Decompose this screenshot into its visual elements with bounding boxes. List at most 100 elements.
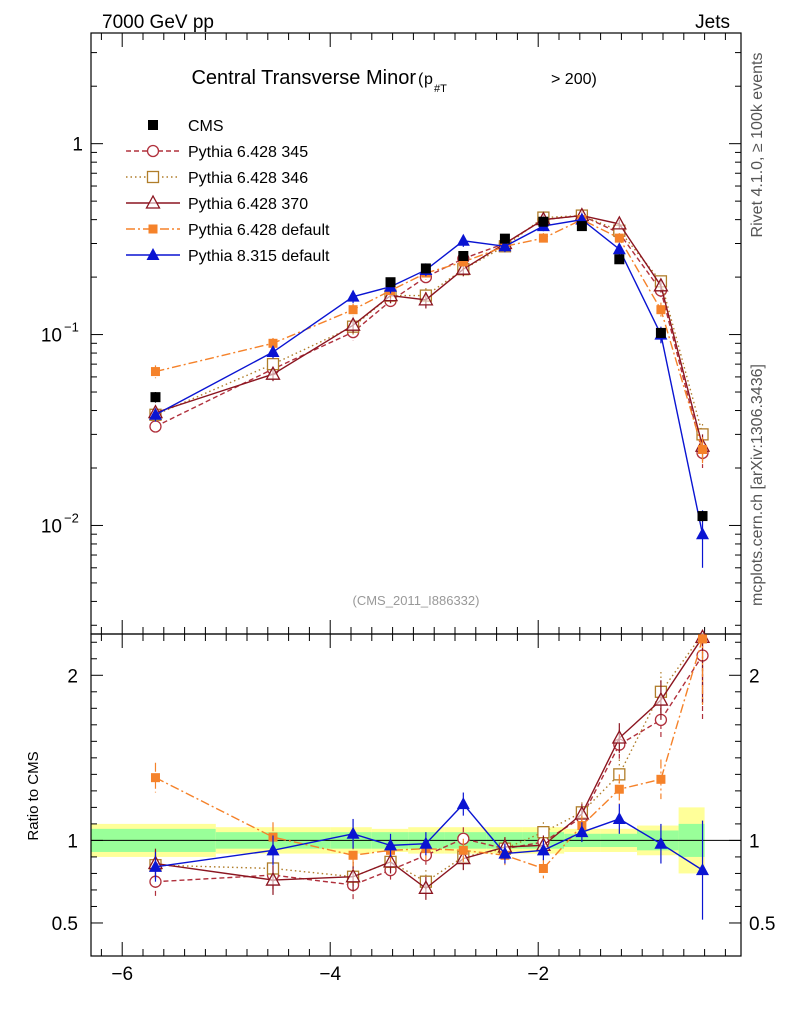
ratio-point-pythia-8-315-default — [498, 846, 512, 859]
legend-label-pythia-8-315-default: Pythia 8.315 default — [188, 248, 330, 265]
ratio-point-pythia-8-315-default — [696, 863, 710, 876]
x-tick-label: −4 — [319, 964, 341, 985]
ratio-line-pythia-6-428-default — [155, 638, 704, 870]
legend-label-pythia-6-428-370: Pythia 6.428 370 — [188, 196, 308, 213]
legend-marker-pythia-6-428-370 — [145, 194, 161, 209]
ratio-point-pythia-6-428-370 — [265, 871, 281, 886]
ratio-y-tick-label-left: 2 — [67, 666, 78, 687]
title-cut-subscript: #T — [434, 83, 447, 95]
ratio-y-tick-label-right: 1 — [749, 831, 760, 852]
ratio-point-pythia-6-428-370 — [611, 729, 627, 744]
series-point-pythia-6-428-default — [614, 233, 624, 243]
title-paren-open: ( — [418, 71, 424, 88]
x-tick-label: −6 — [111, 964, 133, 985]
cms-data-point — [655, 327, 666, 338]
ratio-point-pythia-8-315-default — [419, 836, 433, 849]
ratio-point-pythia-8-315-default — [575, 825, 589, 838]
header-group-label: Jets — [695, 12, 730, 33]
ratio-point-pythia-6-428-default — [458, 845, 468, 855]
ratio-point-pythia-8-315-default — [346, 826, 360, 839]
ratio-point-pythia-8-315-default — [266, 843, 280, 856]
series-point-pythia-6-428-345 — [149, 420, 162, 433]
series-point-pythia-6-428-default — [698, 444, 708, 454]
ratio-point-pythia-8-315-default — [536, 843, 550, 856]
cms-data-point — [150, 392, 161, 403]
series-line-pythia-6-428-345 — [155, 214, 704, 454]
chart-title: Central Transverse Minor — [191, 67, 416, 89]
ratio-point-pythia-6-428-default — [538, 863, 548, 873]
series-point-pythia-6-428-default — [656, 305, 666, 315]
ratio-point-pythia-6-428-default — [698, 634, 708, 644]
ratio-plot-frame: 0.5 0.5 1 1 2 2 −6 −4 −2 — [52, 633, 775, 985]
legend-marker-cms — [148, 120, 158, 130]
cms-data-point — [499, 233, 510, 244]
series-line-pythia-8-315-default — [155, 218, 704, 535]
ratio-point-pythia-6-428-default — [614, 784, 624, 794]
ratio-y-tick-label-left: 1 — [67, 831, 78, 852]
ratio-point-pythia-8-315-default — [456, 797, 470, 810]
cms-data-point — [385, 277, 396, 288]
x-tick-label: −2 — [527, 964, 549, 985]
main-plot-series — [147, 207, 711, 568]
title-cut-value: > 200) — [551, 71, 597, 88]
ratio-point-pythia-6-428-default — [150, 773, 160, 783]
legend-label-pythia-6-428-346: Pythia 6.428 346 — [188, 170, 308, 187]
ratio-y-tick-label-right: 2 — [749, 666, 760, 687]
title-cut-p: p — [424, 71, 433, 88]
main-y-tick-label: 1 — [72, 135, 83, 156]
series-point-pythia-8-315-default — [612, 242, 626, 255]
legend-label-cms: CMS — [188, 118, 224, 135]
ratio-point-pythia-8-315-default — [612, 811, 626, 824]
chart-title-cut: ( p #T > 200) — [418, 71, 597, 95]
legend-marker-pythia-6-428-346 — [146, 170, 160, 184]
ratio-point-pythia-6-428-default — [348, 850, 358, 860]
main-plot-frame: 110−110−2 — [41, 32, 742, 635]
series-point-pythia-6-428-default — [538, 233, 548, 243]
series-line-pythia-6-428-370 — [155, 214, 704, 447]
ratio-y-tick-label-left: 0.5 — [52, 914, 78, 935]
main-y-tick-exponent: −2 — [64, 510, 79, 525]
rivet-version-label: Rivet 4.1.0, ≥ 100k events — [749, 53, 766, 238]
cms-data-point — [576, 221, 587, 232]
series-point-pythia-6-428-370 — [265, 365, 281, 380]
cms-data-point — [420, 263, 431, 274]
source-label: mcplots.cern.ch [arXiv:1306.3436] — [749, 364, 766, 606]
ratio-line-pythia-6-428-345 — [155, 655, 704, 886]
legend-marker-pythia-8-315-default — [146, 248, 160, 260]
series-point-pythia-6-428-default — [458, 257, 468, 267]
legend-marker-pythia-6-428-345 — [146, 144, 160, 158]
cms-data-point — [697, 511, 708, 522]
series-point-pythia-6-428-370 — [653, 277, 669, 292]
main-y-tick-label: 10 — [41, 326, 62, 347]
header-collider-label: 7000 GeV pp — [102, 12, 214, 33]
analysis-watermark: (CMS_2011_I886332) — [353, 593, 480, 608]
series-point-pythia-6-428-370 — [418, 291, 434, 306]
main-y-tick-label: 10 — [41, 516, 62, 537]
ratio-plot-border — [90, 633, 742, 957]
ratio-point-pythia-6-428-370 — [653, 691, 669, 706]
ratio-line-pythia-8-315-default — [155, 803, 703, 871]
cms-data-point — [538, 216, 549, 227]
ratio-point-pythia-6-428-370 — [345, 868, 361, 883]
ratio-y-axis-label: Ratio to CMS — [25, 751, 42, 840]
ratio-plot-series — [147, 628, 711, 920]
series-point-pythia-6-428-370 — [611, 215, 627, 230]
series-point-pythia-8-315-default — [456, 233, 470, 246]
ratio-point-pythia-8-315-default — [148, 859, 162, 872]
cms-data-point — [458, 250, 469, 261]
series-point-pythia-8-315-default — [696, 527, 710, 540]
legend-label-pythia-6-428-345: Pythia 6.428 345 — [188, 144, 308, 161]
ratio-point-pythia-8-315-default — [654, 836, 668, 849]
series-point-pythia-6-428-370 — [345, 316, 361, 331]
series-point-pythia-6-428-default — [348, 305, 358, 315]
ratio-y-tick-label-right: 0.5 — [749, 914, 775, 935]
series-point-pythia-6-428-default — [268, 338, 278, 348]
cms-data-point — [614, 254, 625, 265]
series-line-pythia-6-428-346 — [155, 214, 704, 435]
series-point-pythia-8-315-default — [148, 407, 162, 420]
series-point-pythia-8-315-default — [266, 345, 280, 358]
ratio-point-pythia-6-428-370 — [418, 879, 434, 894]
legend-label-pythia-6-428-default: Pythia 6.428 default — [188, 222, 330, 239]
ratio-point-pythia-8-315-default — [384, 838, 398, 851]
